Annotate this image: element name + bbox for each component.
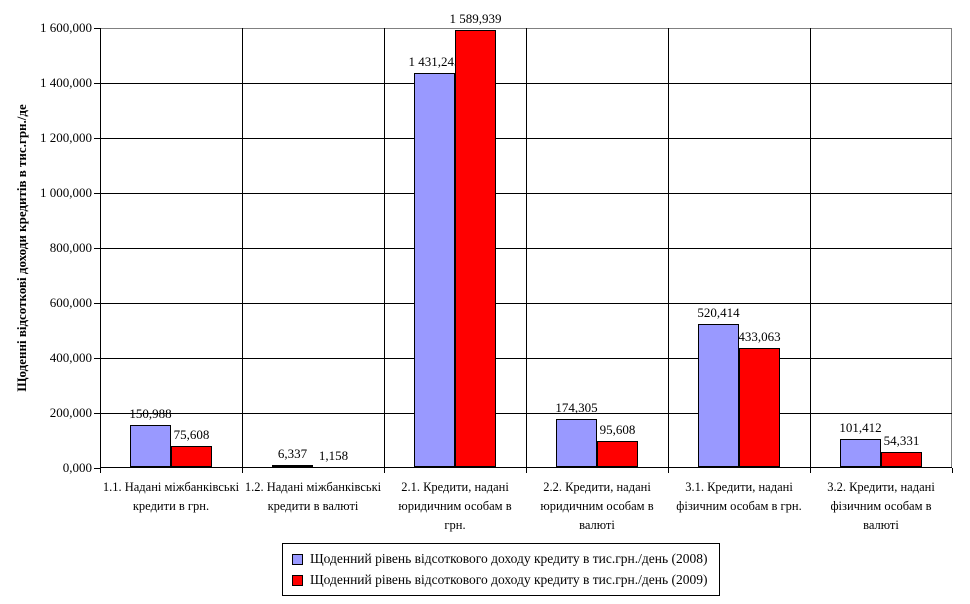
category-label-line: 1.2. Надані міжбанківські — [244, 480, 382, 494]
x-axis-tick — [810, 468, 811, 473]
bar-2008 — [698, 324, 739, 467]
y-axis-tick — [94, 468, 100, 469]
legend: Щоденний рівень відсоткового доходу кред… — [282, 543, 720, 596]
y-axis-tick — [94, 193, 100, 194]
bar-value-label: 174,305 — [555, 400, 598, 415]
legend-label-2008: Щоденний рівень відсоткового доходу кред… — [310, 551, 708, 566]
y-axis-tick — [94, 413, 100, 414]
category-separator-line — [526, 28, 527, 468]
bar-value-label: 54,331 — [883, 433, 920, 448]
category-label: 2.2. Кредити, надані юридичним особам в ва… — [526, 478, 668, 535]
y-axis-tick — [94, 138, 100, 139]
category-separator-line — [384, 28, 385, 468]
legend-swatch-2008 — [292, 553, 303, 565]
x-axis-tick — [100, 468, 101, 473]
y-tick-label: 600,000 — [49, 295, 92, 310]
bar-2009 — [881, 452, 922, 467]
x-axis-tick — [952, 468, 953, 473]
bar-value-label: 150,988 — [129, 406, 172, 421]
y-tick-label: 1 600,000 — [40, 20, 92, 35]
category-label-line: фізичним особам в грн. — [676, 499, 802, 513]
x-axis-tick — [668, 468, 669, 473]
bar-value-label: 520,414 — [697, 305, 740, 320]
legend-label-2009: Щоденний рівень відсоткового доходу кред… — [310, 572, 708, 587]
bar-value-label: 75,608 — [173, 427, 210, 442]
category-label-line: 2.2. Кредити, надані — [543, 480, 651, 494]
bar-value-label: 1,158 — [318, 448, 349, 463]
y-axis-tick — [94, 83, 100, 84]
bar-2008 — [556, 419, 597, 467]
y-tick-label: 1 200,000 — [40, 130, 92, 145]
bar-2008 — [130, 425, 171, 467]
category-label-line: валюті — [579, 518, 615, 532]
bar-2009 — [455, 30, 496, 467]
category-label-line: 1.1. Надані міжбанківські — [102, 480, 240, 494]
category-label-line: юридичним особам в — [540, 499, 654, 513]
x-axis-tick — [526, 468, 527, 473]
bar-2008 — [414, 73, 455, 467]
category-separator-line — [668, 28, 669, 468]
bar-2008 — [840, 439, 881, 467]
y-tick-label: 800,000 — [49, 240, 92, 255]
bar-2009 — [597, 441, 638, 467]
category-label: 1.1. Надані міжбанківські кредити в грн. — [100, 478, 242, 516]
y-tick-label: 400,000 — [49, 350, 92, 365]
bar-value-label: 6,337 — [277, 446, 308, 461]
category-label-line: грн. — [444, 518, 466, 532]
y-tick-label: 1 400,000 — [40, 75, 92, 90]
category-label-line: фізичним особам в — [830, 499, 932, 513]
y-axis-tick — [94, 358, 100, 359]
category-label-line: 2.1. Кредити, надані — [401, 480, 509, 494]
bar-value-label: 433,063 — [738, 329, 781, 344]
y-tick-label: 0,000 — [62, 460, 92, 475]
category-separator-line — [242, 28, 243, 468]
y-axis-tick — [94, 248, 100, 249]
bar-value-label: 1 431,245 — [408, 54, 461, 69]
x-axis-tick — [384, 468, 385, 473]
bar-2008 — [272, 465, 313, 467]
bar-2009 — [171, 446, 212, 467]
category-label: 2.1. Кредити, надані юридичним особам в гр… — [384, 478, 526, 535]
category-label-line: валюті — [863, 518, 899, 532]
category-label-line: кредити в валюті — [267, 499, 359, 513]
category-label-line: 3.2. Кредити, надані — [827, 480, 935, 494]
category-label-line: кредити в грн. — [132, 499, 210, 513]
y-axis-tick — [94, 28, 100, 29]
category-label: 3.2. Кредити, надані фізичним особам в вал… — [810, 478, 952, 535]
category-label: 1.2. Надані міжбанківські кредити в валют… — [242, 478, 384, 516]
category-separator-line — [810, 28, 811, 468]
bar-value-label: 95,608 — [599, 422, 636, 437]
bar-2009 — [739, 348, 780, 467]
legend-item-2009: Щоденний рівень відсоткового доходу кред… — [292, 572, 708, 588]
y-tick-label: 200,000 — [49, 405, 92, 420]
legend-item-2008: Щоденний рівень відсоткового доходу кред… — [292, 551, 708, 567]
y-tick-label: 1 000,000 — [40, 185, 92, 200]
plot-area: 150,988 6,337 1 431,245 174,305 520,414 101,4… — [100, 11, 952, 468]
bar-value-label: 1 589,939 — [449, 11, 502, 26]
y-axis-tick — [94, 303, 100, 304]
x-axis-tick — [242, 468, 243, 473]
legend-swatch-2009 — [292, 574, 303, 586]
category-label-line: 3.1. Кредити, надані — [685, 480, 793, 494]
category-label-line: юридичним особам в — [398, 499, 512, 513]
bar-value-label: 101,412 — [839, 420, 882, 435]
category-label: 3.1. Кредити, надані фізичним особам в гр… — [668, 478, 810, 516]
